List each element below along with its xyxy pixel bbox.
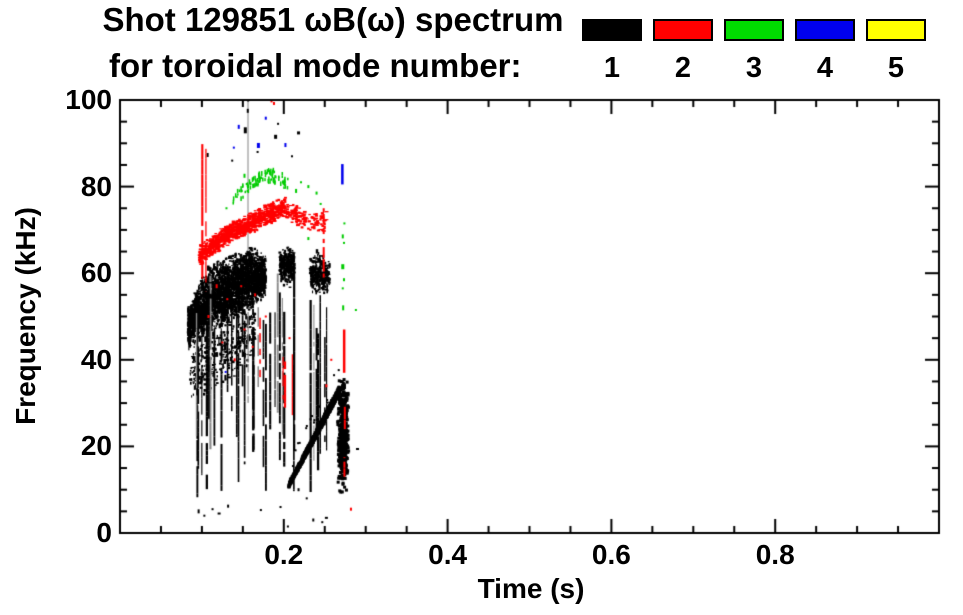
- y-axis-title: Frequency (kHz): [10, 207, 41, 425]
- y-tick-label: 60: [80, 257, 112, 289]
- chart-title-line2: for toroidal mode number:: [109, 47, 522, 84]
- legend-mode-number: 5: [887, 52, 905, 84]
- x-tick-label: 0.2: [264, 539, 304, 570]
- legend-swatch-mode-3: [724, 19, 784, 41]
- legend-swatch-mode-2: [653, 19, 713, 41]
- y-tick-label: 20: [80, 430, 112, 462]
- legend-mode-number: 2: [674, 52, 692, 84]
- legend-swatch-mode-4: [795, 19, 855, 41]
- x-tick-label: 0.6: [591, 539, 631, 570]
- legend-swatch-mode-5: [866, 19, 926, 41]
- y-tick-label: 0: [96, 517, 112, 548]
- legend-mode-number: 3: [745, 52, 763, 84]
- x-axis-title: Time (s): [477, 573, 585, 604]
- legend-mode-number: 1: [603, 52, 621, 84]
- legend-swatch-mode-1: [582, 19, 642, 41]
- y-tick-label: 100: [65, 84, 112, 115]
- y-tick-label: 80: [80, 170, 112, 202]
- y-tick-label: 40: [80, 343, 112, 375]
- chart-title-line1: Shot 129851 ωB(ω) spectrum: [102, 1, 564, 38]
- x-tick-label: 0.4: [428, 539, 468, 570]
- legend-mode-number: 4: [816, 52, 834, 84]
- x-tick-label: 0.8: [755, 539, 795, 570]
